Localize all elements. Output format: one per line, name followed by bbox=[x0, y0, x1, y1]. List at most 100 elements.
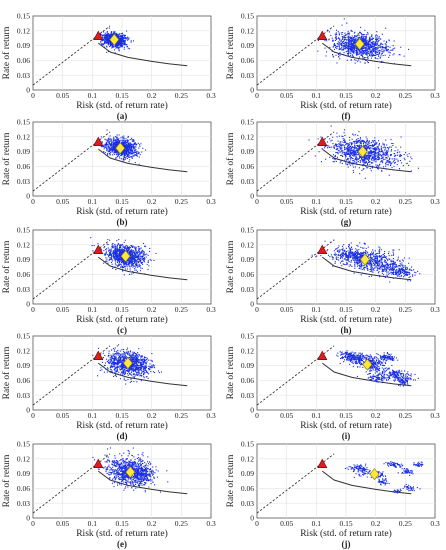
scatter-point bbox=[376, 48, 378, 50]
scatter-point bbox=[107, 368, 109, 370]
scatter-point bbox=[129, 482, 131, 484]
scatter-point bbox=[122, 477, 124, 479]
scatter-point bbox=[140, 359, 142, 361]
scatter-point bbox=[142, 460, 144, 462]
scatter-point bbox=[361, 50, 363, 52]
scatter-point bbox=[108, 363, 110, 365]
scatter-point bbox=[129, 366, 131, 368]
scatter-point bbox=[116, 352, 118, 354]
scatter-point bbox=[139, 464, 141, 466]
scatter-point bbox=[109, 148, 111, 150]
scatter-point bbox=[124, 143, 126, 145]
y-tick-label: 0 bbox=[26, 514, 30, 523]
scatter-point bbox=[146, 376, 148, 378]
scatter-point bbox=[382, 51, 384, 53]
scatter-point bbox=[113, 46, 115, 48]
scatter-point bbox=[145, 482, 147, 484]
scatter-point bbox=[145, 356, 147, 358]
scatter-point bbox=[130, 478, 132, 480]
scatter-point bbox=[136, 477, 138, 479]
scatter-point bbox=[120, 263, 122, 265]
scatter-point bbox=[114, 258, 116, 260]
scatter-point bbox=[119, 467, 121, 469]
scatter-point bbox=[132, 447, 134, 449]
scatter-point bbox=[134, 465, 136, 467]
scatter-point bbox=[114, 263, 116, 265]
scatter-point bbox=[126, 147, 128, 149]
x-tick-label: 0.3 bbox=[206, 305, 216, 314]
scatter-point bbox=[114, 140, 116, 142]
scatter-point bbox=[135, 464, 137, 466]
scatter-point bbox=[124, 352, 126, 354]
scatter-point bbox=[133, 476, 135, 478]
scatter-point bbox=[142, 358, 144, 360]
scatter-point bbox=[115, 459, 117, 461]
scatter-point bbox=[116, 471, 118, 473]
scatter-point bbox=[136, 143, 138, 145]
scatter-point bbox=[127, 247, 129, 249]
scatter-point bbox=[108, 37, 110, 39]
scatter-point bbox=[109, 251, 111, 253]
scatter-point bbox=[125, 352, 127, 354]
scatter-point bbox=[145, 471, 147, 473]
scatter-point bbox=[133, 368, 135, 370]
scatter-point bbox=[116, 469, 118, 471]
scatter-point bbox=[116, 251, 118, 253]
scatter-point bbox=[121, 460, 123, 462]
scatter-point bbox=[381, 50, 383, 52]
scatter-point bbox=[132, 357, 134, 359]
scatter-point bbox=[121, 362, 123, 364]
x-tick-label: 0 bbox=[255, 91, 259, 100]
scatter-point bbox=[125, 463, 127, 465]
scatter-point bbox=[143, 260, 145, 262]
scatter-point bbox=[129, 249, 131, 251]
scatter-point bbox=[105, 253, 107, 255]
scatter-point bbox=[119, 350, 121, 352]
scatter-point bbox=[148, 373, 150, 375]
scatter-point bbox=[144, 469, 146, 471]
scatter-point bbox=[151, 470, 153, 472]
scatter-point bbox=[102, 352, 104, 354]
scatter-point bbox=[149, 247, 151, 249]
scatter-point bbox=[135, 468, 137, 470]
x-tick-label: 0 bbox=[31, 411, 35, 420]
scatter-point bbox=[122, 251, 124, 253]
scatter-point bbox=[113, 366, 115, 368]
x-tick-label: 0.2 bbox=[147, 519, 157, 528]
scatter-point bbox=[133, 139, 135, 141]
scatter-point bbox=[134, 359, 136, 361]
scatter-point bbox=[116, 44, 118, 46]
scatter-point bbox=[120, 478, 122, 480]
scatter-point bbox=[123, 158, 125, 160]
scatter-point bbox=[114, 475, 116, 477]
scatter-point bbox=[131, 367, 133, 369]
scatter-point bbox=[139, 478, 141, 480]
scatter-point bbox=[109, 257, 111, 259]
scatter-point bbox=[127, 251, 129, 253]
scatter-point bbox=[123, 267, 125, 269]
scatter-point bbox=[142, 249, 144, 251]
scatter-point bbox=[134, 375, 136, 377]
scatter-point bbox=[116, 352, 118, 354]
scatter-point bbox=[139, 477, 141, 479]
scatter-point bbox=[117, 248, 119, 250]
scatter-point bbox=[111, 146, 113, 148]
scatter-point bbox=[101, 34, 103, 36]
scatter-point bbox=[125, 379, 127, 381]
scatter-point bbox=[151, 360, 153, 362]
scatter-point bbox=[119, 369, 121, 371]
scatter-point bbox=[134, 481, 136, 483]
scatter-point bbox=[121, 37, 123, 39]
scatter-point bbox=[158, 372, 160, 374]
scatter-point bbox=[106, 140, 108, 142]
scatter-point bbox=[120, 476, 122, 478]
scatter-point bbox=[131, 137, 133, 139]
scatter-point bbox=[98, 468, 100, 470]
scatter-point bbox=[133, 355, 135, 357]
scatter-point bbox=[132, 481, 134, 483]
scatter-point bbox=[135, 251, 137, 253]
scatter-point bbox=[142, 452, 144, 454]
scatter-point bbox=[114, 473, 116, 475]
scatter-point bbox=[135, 474, 137, 476]
y-tick-label: 0.09 bbox=[241, 41, 254, 50]
